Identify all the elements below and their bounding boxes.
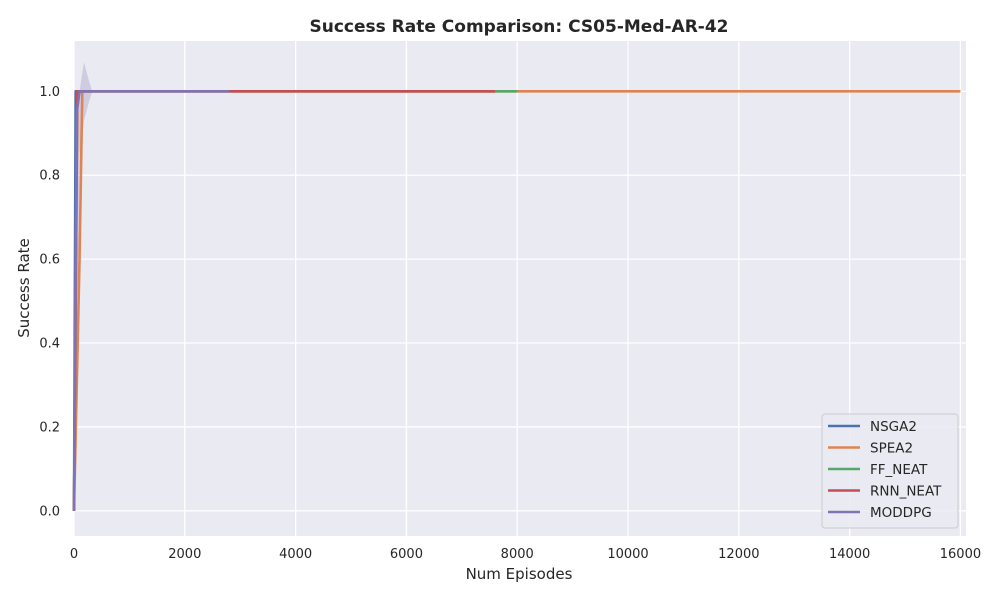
x-axis-label: Num Episodes bbox=[466, 565, 573, 583]
confidence-bands bbox=[74, 61, 93, 511]
y-tick-label: 0.8 bbox=[39, 169, 60, 184]
legend-label: NSGA2 bbox=[870, 419, 917, 435]
x-tick-label: 12000 bbox=[718, 547, 759, 562]
x-tick-label: 6000 bbox=[390, 547, 423, 562]
x-tick-label: 4000 bbox=[279, 547, 312, 562]
legend-label: RNN_NEAT bbox=[870, 484, 942, 500]
x-tick-label: 2000 bbox=[168, 547, 201, 562]
x-tick-label: 16000 bbox=[940, 547, 981, 562]
x-tick-label: 8000 bbox=[501, 547, 534, 562]
y-tick-label: 0.2 bbox=[39, 420, 60, 435]
confidence-band bbox=[74, 61, 93, 511]
plot-area bbox=[74, 41, 966, 536]
y-tick-label: 0.0 bbox=[39, 504, 60, 519]
y-axis-ticks: 0.0 0.2 0.4 0.6 0.8 1.0 bbox=[39, 85, 60, 519]
x-axis-ticks: 0 2000 4000 6000 8000 10000 12000 14000 16000 bbox=[70, 547, 981, 562]
x-tick-label: 0 bbox=[70, 547, 78, 562]
legend-label: FF_NEAT bbox=[870, 462, 928, 478]
legend-label: SPEA2 bbox=[870, 441, 913, 457]
legend-label: MODDPG bbox=[870, 505, 932, 521]
y-tick-label: 0.6 bbox=[39, 253, 60, 268]
x-tick-label: 10000 bbox=[607, 547, 648, 562]
y-axis-label: Success Rate bbox=[15, 238, 33, 338]
legend: NSGA2 SPEA2 FF_NEAT RNN_NEAT MODDPG bbox=[821, 413, 959, 529]
x-tick-label: 14000 bbox=[829, 547, 870, 562]
series-lines bbox=[72, 90, 961, 511]
series-line bbox=[72, 90, 230, 511]
y-tick-label: 0.4 bbox=[39, 337, 60, 352]
chart-title: Success Rate Comparison: CS05-Med-AR-42 bbox=[309, 17, 728, 37]
y-tick-label: 1.0 bbox=[39, 85, 60, 100]
legend-box bbox=[821, 413, 959, 529]
